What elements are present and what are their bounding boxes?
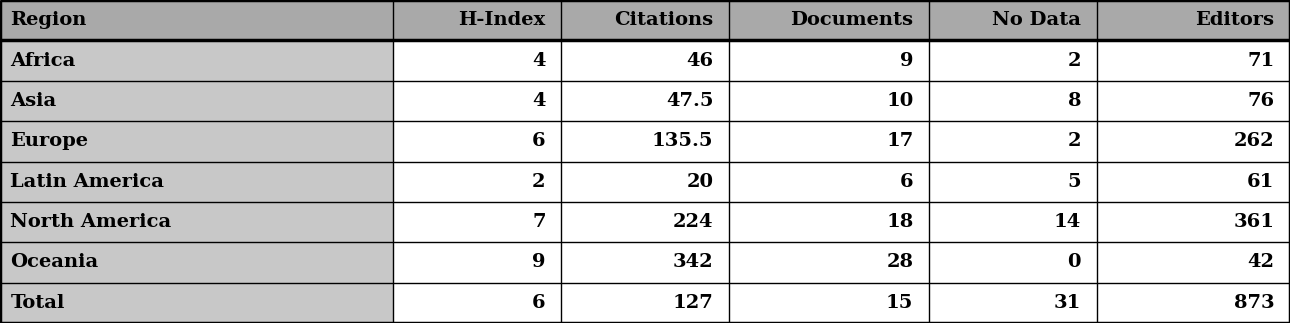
Text: Total: Total <box>10 294 64 312</box>
Bar <box>561 81 729 121</box>
Text: Asia: Asia <box>10 92 57 110</box>
Bar <box>393 121 561 162</box>
Text: 14: 14 <box>1054 213 1081 231</box>
Bar <box>561 162 729 202</box>
Bar <box>561 242 729 283</box>
Text: 31: 31 <box>1054 294 1081 312</box>
Bar <box>0 283 393 323</box>
Text: Documents: Documents <box>791 11 913 29</box>
Text: 342: 342 <box>673 254 713 271</box>
Text: 2: 2 <box>1068 132 1081 150</box>
Text: 873: 873 <box>1235 294 1275 312</box>
Bar <box>0 242 393 283</box>
Text: 18: 18 <box>886 213 913 231</box>
Bar <box>929 40 1096 81</box>
Text: North America: North America <box>10 213 172 231</box>
Text: 9: 9 <box>900 52 913 69</box>
Text: 61: 61 <box>1247 173 1275 191</box>
Text: 6: 6 <box>899 173 913 191</box>
Bar <box>0 40 393 81</box>
Text: 28: 28 <box>886 254 913 271</box>
Bar <box>393 81 561 121</box>
Bar <box>1096 121 1290 162</box>
Text: Citations: Citations <box>614 11 713 29</box>
Text: Oceania: Oceania <box>10 254 98 271</box>
Text: 76: 76 <box>1247 92 1275 110</box>
Bar <box>393 242 561 283</box>
Bar <box>561 0 729 40</box>
Text: 4: 4 <box>533 52 546 69</box>
Text: Latin America: Latin America <box>10 173 164 191</box>
Text: 0: 0 <box>1068 254 1081 271</box>
Text: 47.5: 47.5 <box>666 92 713 110</box>
Bar <box>1096 81 1290 121</box>
Text: No Data: No Data <box>992 11 1081 29</box>
Bar <box>729 81 929 121</box>
Bar <box>1096 202 1290 242</box>
Bar <box>929 81 1096 121</box>
Text: 2: 2 <box>1068 52 1081 69</box>
Bar <box>729 283 929 323</box>
Text: 15: 15 <box>886 294 913 312</box>
Bar <box>0 162 393 202</box>
Bar <box>561 40 729 81</box>
Bar <box>929 283 1096 323</box>
Bar <box>729 0 929 40</box>
Text: 7: 7 <box>533 213 546 231</box>
Bar <box>393 162 561 202</box>
Bar <box>929 0 1096 40</box>
Bar <box>1096 40 1290 81</box>
Bar <box>1096 0 1290 40</box>
Bar <box>0 121 393 162</box>
Bar <box>1096 283 1290 323</box>
Bar <box>393 40 561 81</box>
Text: 6: 6 <box>531 132 546 150</box>
Bar <box>561 121 729 162</box>
Text: 262: 262 <box>1235 132 1275 150</box>
Bar <box>729 121 929 162</box>
Bar <box>393 202 561 242</box>
Text: Africa: Africa <box>10 52 76 69</box>
Text: H-Index: H-Index <box>458 11 546 29</box>
Text: 17: 17 <box>886 132 913 150</box>
Bar <box>1096 162 1290 202</box>
Text: 20: 20 <box>686 173 713 191</box>
Text: 224: 224 <box>673 213 713 231</box>
Text: 361: 361 <box>1233 213 1275 231</box>
Text: Region: Region <box>10 11 86 29</box>
Bar <box>929 162 1096 202</box>
Text: 42: 42 <box>1247 254 1275 271</box>
Text: 127: 127 <box>672 294 713 312</box>
Bar <box>729 40 929 81</box>
Text: 2: 2 <box>533 173 546 191</box>
Bar <box>729 202 929 242</box>
Text: 135.5: 135.5 <box>651 132 713 150</box>
Bar <box>393 283 561 323</box>
Bar <box>0 202 393 242</box>
Text: 10: 10 <box>886 92 913 110</box>
Bar <box>1096 242 1290 283</box>
Bar <box>929 121 1096 162</box>
Text: 5: 5 <box>1067 173 1081 191</box>
Bar <box>729 162 929 202</box>
Bar <box>0 0 393 40</box>
Text: Editors: Editors <box>1196 11 1275 29</box>
Text: 8: 8 <box>1068 92 1081 110</box>
Text: 6: 6 <box>531 294 546 312</box>
Bar <box>729 242 929 283</box>
Bar <box>561 283 729 323</box>
Bar <box>0 81 393 121</box>
Text: 71: 71 <box>1247 52 1275 69</box>
Bar <box>393 0 561 40</box>
Bar <box>929 242 1096 283</box>
Text: Europe: Europe <box>10 132 88 150</box>
Bar <box>561 202 729 242</box>
Bar <box>929 202 1096 242</box>
Text: 9: 9 <box>533 254 546 271</box>
Text: 46: 46 <box>686 52 713 69</box>
Text: 4: 4 <box>533 92 546 110</box>
